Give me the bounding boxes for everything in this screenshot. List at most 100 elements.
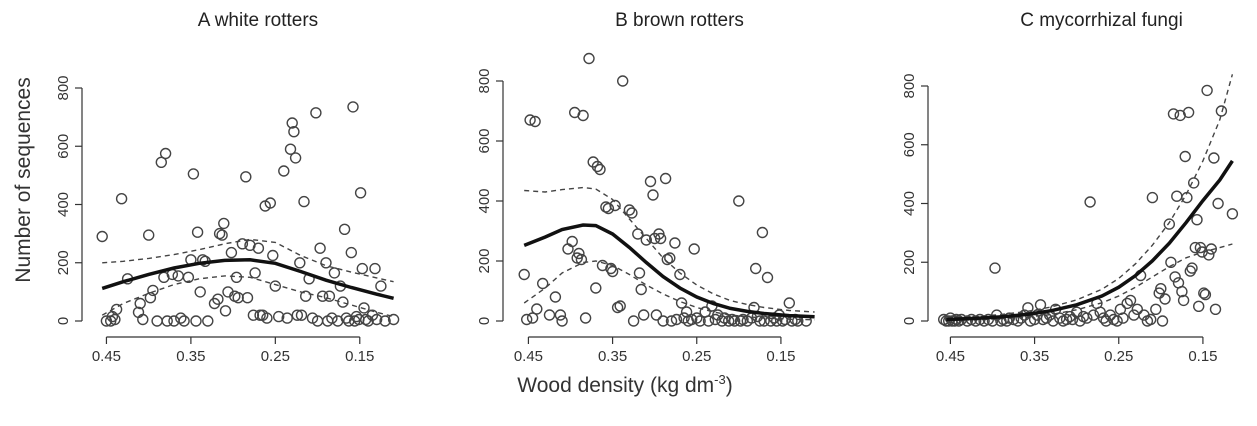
data-point (1209, 303, 1222, 315)
x-axis-label-main: Wood density (kg dm (517, 374, 714, 397)
data-point (356, 262, 368, 275)
data-point (147, 284, 159, 297)
data-point (761, 271, 774, 284)
data-point (1182, 106, 1195, 119)
data-point (347, 101, 359, 113)
x-tick-label: 0.15 (1188, 348, 1217, 365)
data-point (1155, 283, 1167, 295)
data-point (343, 315, 355, 327)
data-point (758, 315, 770, 327)
data-point (1128, 309, 1140, 321)
data-point (674, 268, 686, 281)
panel-3: C mycorrhizal fungi 0 200 400 600 800 0.45 0.35… (901, 10, 1239, 365)
data-point (562, 243, 574, 255)
data-point (187, 168, 200, 180)
data-point (640, 234, 652, 246)
data-point (524, 114, 536, 126)
y-tick-label: 200 (55, 250, 72, 275)
data-point (134, 297, 146, 310)
data-point (1100, 315, 1112, 327)
data-point (267, 249, 279, 262)
data-point (1167, 108, 1180, 120)
y-tick-label: 600 (901, 132, 918, 157)
x-tick-label: 0.35 (598, 348, 627, 365)
data-point (298, 195, 310, 208)
data-point (609, 199, 621, 212)
data-point (240, 171, 252, 183)
data-point (1215, 105, 1228, 117)
x-axis-label-exponent: -3 (714, 372, 726, 387)
y-tick-label: 200 (901, 250, 918, 275)
data-point (554, 309, 567, 321)
data-point (144, 292, 157, 304)
data-point (694, 315, 706, 327)
data-point (151, 315, 163, 327)
data-point (252, 242, 265, 254)
x-tick-label: 0.25 (1104, 348, 1133, 365)
data-point (575, 253, 588, 266)
data-point (289, 152, 302, 164)
data-point (284, 143, 297, 155)
data-point (1186, 262, 1198, 274)
x-tick-label: 0.35 (176, 348, 205, 365)
data-point (337, 296, 349, 308)
data-point (577, 109, 589, 122)
data-point (638, 309, 650, 321)
confidence-upper-line (946, 74, 1234, 319)
data-point (300, 290, 312, 302)
data-point (288, 125, 300, 138)
data-point (291, 309, 303, 321)
fitted-line (523, 223, 815, 319)
data-point (314, 242, 326, 254)
data-point (286, 117, 298, 129)
data-point (175, 312, 187, 324)
data-point (142, 229, 155, 241)
x-tick-label: 0.35 (1020, 348, 1049, 365)
data-point (583, 52, 595, 65)
data-point (617, 75, 629, 87)
data-point (579, 312, 592, 324)
data-point (688, 243, 700, 255)
data-point (626, 207, 638, 219)
data-point (190, 315, 202, 327)
panel-2: B brown rotters 0 200 400 600 800 0.45 0.35 0.25… (476, 10, 815, 365)
data-point (273, 310, 285, 323)
panel-title: B brown rotters (615, 10, 744, 31)
data-point (635, 283, 647, 296)
data-point (1208, 152, 1220, 164)
data-point (196, 254, 209, 266)
data-point (1171, 190, 1183, 202)
data-point (225, 246, 238, 259)
data-point (591, 160, 604, 173)
data-point (647, 189, 659, 201)
data-point (657, 315, 669, 327)
data-point (556, 315, 568, 327)
data-point (750, 262, 762, 275)
data-point (1187, 177, 1200, 189)
data-point (733, 195, 745, 207)
data-point (115, 192, 128, 205)
panel-1: A white rotters 0 200 400 600 800 0.45 0.35 0.25… (55, 10, 400, 365)
data-point (182, 271, 195, 283)
data-point (1212, 197, 1224, 210)
data-point (754, 315, 766, 327)
data-point (1121, 297, 1133, 310)
data-point (295, 309, 308, 321)
data-point (1131, 303, 1144, 315)
data-point (765, 315, 777, 327)
data-point (375, 280, 387, 292)
data-point (1191, 213, 1203, 226)
data-point (1226, 208, 1239, 220)
data-point (261, 312, 273, 324)
x-tick-label: 0.15 (766, 348, 795, 365)
data-point (1150, 303, 1162, 315)
data-point (264, 197, 276, 209)
data-point (549, 291, 562, 303)
data-point (249, 267, 261, 279)
data-point (566, 235, 578, 248)
confidence-lower-line (523, 260, 815, 321)
data-point (137, 313, 149, 326)
data-point (1159, 293, 1171, 305)
data-point (633, 267, 646, 279)
